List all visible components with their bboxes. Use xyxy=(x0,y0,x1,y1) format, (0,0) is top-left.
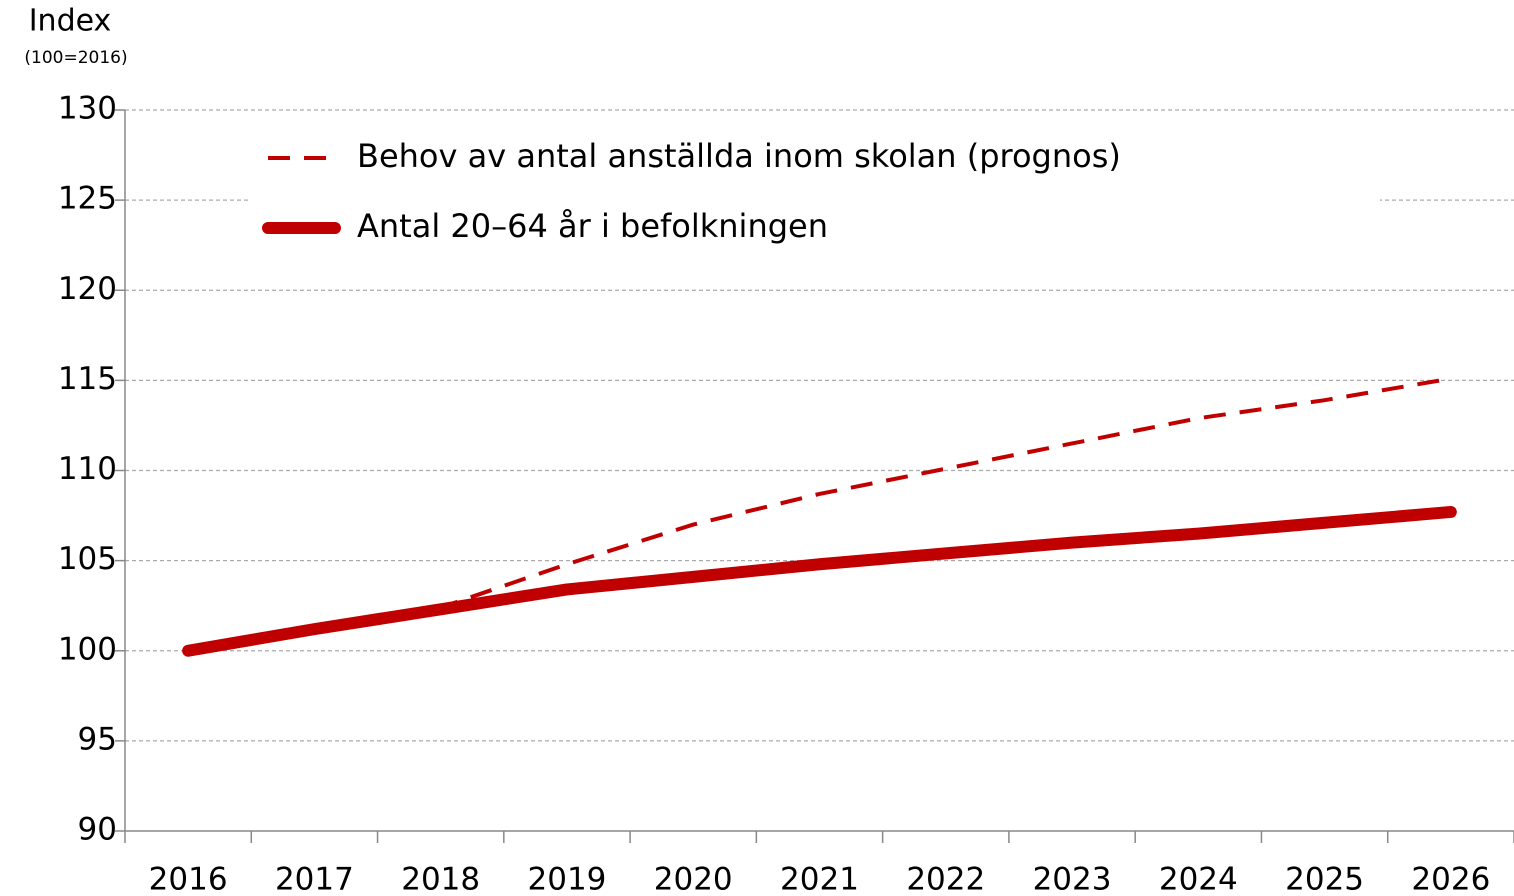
x-tick-label: 2026 xyxy=(1411,862,1490,896)
legend-label: Antal 20–64 år i befolkningen xyxy=(357,207,828,245)
y-tick-label: 90 xyxy=(78,812,117,848)
y-tick-label: 95 xyxy=(78,721,117,757)
legend-label: Behov av antal anställda inom skolan (pr… xyxy=(357,137,1121,175)
x-tick-label: 2017 xyxy=(275,862,354,896)
y-axis-sublabel: (100=2016) xyxy=(24,48,127,68)
x-tick-label: 2024 xyxy=(1159,862,1238,896)
x-tick-label: 2021 xyxy=(780,862,859,896)
y-tick-label: 130 xyxy=(58,91,117,127)
y-tick-label: 105 xyxy=(58,541,117,577)
x-tick-label: 2025 xyxy=(1285,862,1364,896)
x-tick-label: 2020 xyxy=(654,862,733,896)
y-axis-label: Index xyxy=(29,4,112,39)
y-tick-label: 125 xyxy=(58,181,117,217)
series-line xyxy=(182,505,1457,657)
x-tick-label: 2022 xyxy=(906,862,985,896)
y-tick-label: 100 xyxy=(58,631,117,667)
x-tick-label: 2019 xyxy=(528,862,607,896)
legend-box xyxy=(250,130,1380,255)
series-line xyxy=(187,376,1452,653)
x-tick-label: 2018 xyxy=(401,862,480,896)
y-tick-label: 110 xyxy=(58,451,117,487)
y-tick-label: 120 xyxy=(58,271,117,307)
x-tick-label: 2023 xyxy=(1033,862,1112,896)
y-tick-label: 115 xyxy=(58,361,117,397)
x-tick-label: 2016 xyxy=(149,862,228,896)
